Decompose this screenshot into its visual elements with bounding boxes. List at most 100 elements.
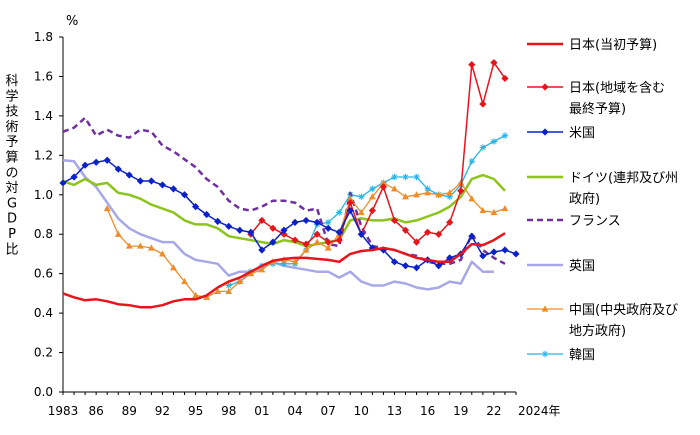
series-point (169, 185, 178, 193)
series-point (501, 246, 509, 254)
series-point (479, 252, 487, 260)
series-point (435, 262, 443, 270)
series-point (390, 216, 399, 225)
series-point (136, 177, 144, 185)
series-point (424, 189, 432, 196)
series-point (358, 193, 365, 200)
legend-label: 米国 (569, 126, 595, 141)
series-point (391, 173, 398, 181)
legend-item: 英国 (527, 259, 595, 274)
y-tick-label: 0.0 (34, 385, 53, 399)
legend-marker (541, 350, 549, 358)
series-point (413, 173, 420, 181)
series-point (368, 206, 376, 215)
series-point (214, 217, 222, 226)
x-tick-label: 13 (387, 404, 402, 418)
x-tick-label: 86 (89, 404, 104, 418)
series-point (412, 238, 421, 246)
series-point (346, 206, 354, 215)
series-point (291, 236, 299, 244)
x-tick-label: 92 (155, 404, 170, 418)
series-line (106, 182, 506, 298)
series-point (457, 187, 465, 195)
series-point (501, 204, 509, 212)
series-point (446, 218, 454, 226)
x-tick-label: 01 (254, 404, 269, 418)
y-axis-label: 科学技術予算の対 G D P 比 (5, 74, 18, 257)
series-point (468, 232, 476, 240)
series-2 (59, 156, 520, 272)
series-point (81, 161, 89, 169)
series-point (214, 287, 222, 295)
legend-marker (541, 83, 549, 91)
legend-item: 日本(当初予算) (527, 38, 657, 53)
series-line (62, 116, 506, 266)
x-tick-label: 19 (453, 404, 468, 418)
legend-label: 日本(当初予算) (569, 38, 657, 53)
series-point (324, 238, 332, 246)
series-point (490, 59, 498, 67)
series-line (250, 61, 506, 245)
series-point (247, 228, 255, 236)
series-point (391, 185, 398, 192)
series-point (324, 244, 332, 251)
series-point (379, 183, 388, 191)
x-tick-label: 10 (354, 404, 369, 418)
series-point (468, 158, 476, 165)
plot-area (59, 59, 520, 309)
legend-item: 米国 (527, 126, 595, 141)
series-point (302, 240, 310, 248)
series-point (369, 185, 376, 193)
series-point (435, 191, 443, 198)
series-point (236, 226, 244, 234)
series-point (335, 228, 343, 236)
series-point (490, 138, 498, 145)
y-tick-label: 1.8 (34, 30, 53, 44)
series-point (435, 230, 443, 238)
x-tick-label: 95 (188, 404, 203, 418)
series-point (269, 238, 277, 246)
series-point (302, 246, 310, 253)
series-point (501, 132, 509, 139)
series-point (59, 179, 67, 187)
series-point (258, 266, 266, 273)
series-point (424, 185, 431, 193)
legend-marker (541, 305, 549, 312)
legend-label: ドイツ(連邦及び州政府) (569, 171, 678, 207)
y-tick-label: 1.2 (34, 148, 53, 162)
series-point (357, 208, 365, 216)
legend-item: 韓国 (527, 348, 595, 363)
series-point (136, 242, 144, 249)
series-point (313, 230, 321, 238)
series-point (103, 156, 111, 164)
series-point (225, 222, 233, 230)
series-point (159, 250, 166, 257)
series-point (203, 210, 211, 219)
series-point (158, 181, 167, 189)
series-point (402, 173, 409, 181)
series-point (180, 191, 189, 199)
y-axis-title: % 科学技術予算の対 G D P 比 (5, 14, 78, 257)
legend-label: フランス (569, 214, 621, 229)
series-line (62, 159, 494, 291)
series-point (490, 248, 498, 256)
x-axis-suffix-label: 2024年 (518, 404, 561, 418)
series-point (291, 218, 299, 226)
series-point (479, 206, 487, 214)
series-point (346, 195, 354, 202)
series-0 (62, 232, 506, 309)
series-point (413, 191, 420, 198)
series-point (258, 216, 266, 225)
series-point (280, 260, 288, 268)
legend-marker (541, 128, 549, 136)
series-3 (62, 173, 506, 248)
series-point (457, 179, 465, 186)
series-point (402, 193, 409, 200)
series-point (258, 246, 266, 254)
legend-item: フランス (527, 214, 621, 229)
series-point (501, 74, 509, 83)
x-tick-label: 16 (420, 404, 435, 418)
series-point (446, 193, 453, 200)
series-point (313, 238, 321, 245)
